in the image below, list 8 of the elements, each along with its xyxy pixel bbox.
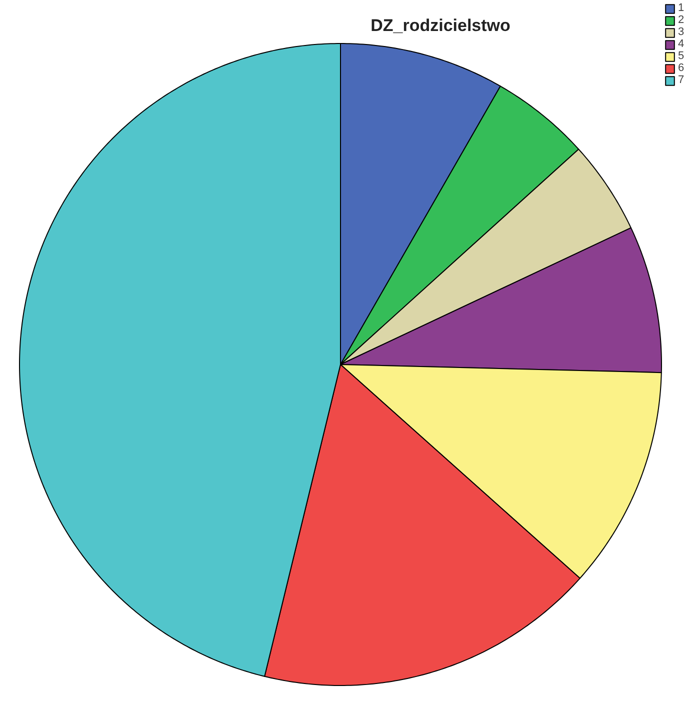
legend-label: 5 [678,50,686,62]
legend-label: 4 [678,38,686,50]
text: DZ_rodzicielstwo [370,16,510,35]
legend-label: 3 [678,26,686,38]
legend-label: 2 [678,14,686,26]
legend-label: 1 [678,2,686,14]
legend-label: 7 [678,74,686,86]
legend-label: 6 [678,62,686,74]
